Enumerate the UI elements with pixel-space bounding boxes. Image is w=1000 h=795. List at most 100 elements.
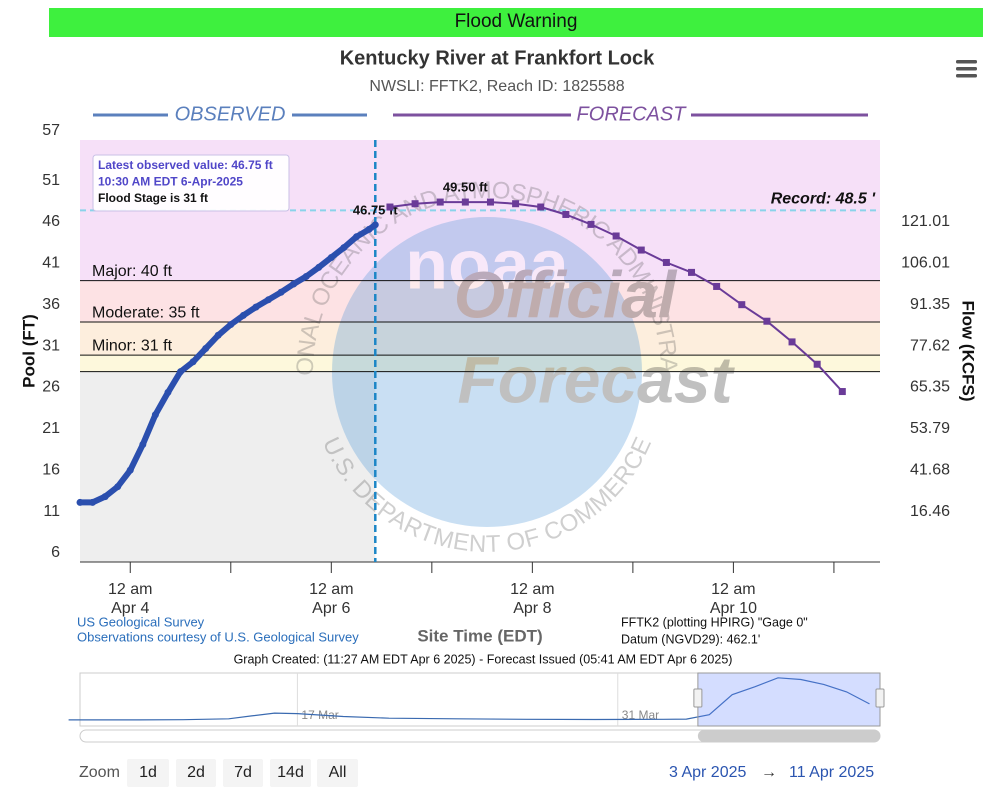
y-tick-label: 26: [42, 379, 60, 396]
legend: OBSERVED FORECAST: [93, 103, 868, 125]
navigator-handle[interactable]: [693, 688, 703, 708]
data-point: [371, 221, 379, 229]
range-to[interactable]: 11 Apr 2025: [789, 764, 874, 781]
tooltip-box: [92, 154, 290, 212]
data-point: [89, 498, 97, 506]
data-point: [838, 388, 846, 396]
tooltip-line: 10:30 AM EDT 6-Apr-2025: [98, 175, 243, 189]
data-point: [486, 198, 494, 206]
data-point: [302, 273, 310, 281]
y-tick-label: 46: [42, 213, 60, 230]
data-point: [202, 345, 210, 353]
data-point: [738, 301, 746, 309]
menu-bar: [956, 74, 977, 78]
y2-tick-label: 77.62: [910, 337, 950, 354]
data-point: [612, 232, 620, 240]
legend-label[interactable]: OBSERVED: [175, 103, 286, 125]
x-tick-label: Apr 4: [111, 600, 149, 617]
y-tick-label: 36: [42, 296, 60, 313]
banner: [49, 8, 983, 37]
range-arrow: →: [761, 764, 777, 781]
data-point: [315, 263, 323, 271]
data-point: [252, 303, 260, 311]
x-tick-label: 12 am: [510, 581, 554, 598]
y2-tick-label: 65.35: [910, 379, 950, 396]
data-point: [277, 288, 285, 296]
stage-band: [80, 280, 880, 323]
x-tick-label: Apr 8: [513, 600, 551, 617]
zoom-button[interactable]: [317, 759, 358, 787]
data-point: [512, 200, 520, 208]
y2-tick-label: 121.01: [901, 213, 950, 230]
data-point: [537, 203, 545, 211]
data-point: [214, 331, 222, 339]
data-point: [126, 466, 134, 474]
navigator-tick-label: 31 Mar: [622, 708, 659, 722]
data-point: [365, 225, 373, 233]
navigator[interactable]: 17 Mar 31 Mar: [68, 672, 885, 743]
y-tick-label: 57: [42, 122, 60, 139]
zoom-button[interactable]: [127, 759, 169, 787]
tooltip: Latest observed value: 46.75 ft 10:30 AM …: [92, 154, 290, 212]
data-point: [101, 493, 109, 501]
x-tick-label: Apr 6: [312, 600, 350, 617]
x-tick-label: 12 am: [711, 581, 755, 598]
y-tick-label: 16: [42, 461, 60, 478]
watermark-logo: noaa: [405, 225, 569, 303]
data-label: 49.50 ft: [443, 179, 488, 194]
record-label: Record: 48.5 ': [771, 191, 876, 208]
navigator-line: [68, 677, 870, 721]
menu-bar: [956, 60, 977, 64]
watermark-line: Official: [454, 257, 678, 331]
y-tick-label: 11: [43, 503, 60, 520]
data-point: [114, 483, 122, 491]
y-tick-label: 31: [42, 337, 60, 354]
zoom-label: Zoom: [79, 764, 120, 781]
data-point: [239, 311, 247, 319]
y-tick-label: 51: [42, 172, 60, 189]
data-point: [151, 411, 159, 419]
zoom-button[interactable]: [223, 759, 263, 787]
graph-created: Graph Created: (11:27 AM EDT Apr 6 2025)…: [234, 652, 733, 666]
y2-tick-label: 106.01: [901, 255, 950, 272]
zoom-button[interactable]: [270, 759, 311, 787]
navigator-frame: [79, 672, 881, 727]
credit[interactable]: Observations courtesy of U.S. Geological…: [77, 629, 359, 644]
data-point: [164, 388, 172, 396]
data-point: [662, 258, 670, 266]
zoom-button-label: 2d: [187, 764, 205, 781]
data-point: [763, 317, 771, 325]
x-tick-label: 12 am: [108, 581, 152, 598]
data-point: [340, 244, 348, 252]
data-point: [436, 198, 444, 206]
chart-subtitle: NWSLI: FFTK2, Reach ID: 1825588: [369, 78, 624, 95]
tooltip-line: Latest observed value: 46.75 ft: [98, 158, 273, 172]
stage-label: Moderate: 35 ft: [92, 304, 200, 321]
data-point: [587, 220, 595, 228]
watermark-line: Forecast: [457, 342, 735, 416]
x-tick-label: Apr 10: [710, 600, 757, 617]
data-point: [177, 368, 185, 376]
y2-tick-label: 53.79: [910, 420, 950, 437]
stage-band: [80, 355, 880, 372]
data-point: [411, 200, 419, 208]
scrollbar-thumb[interactable]: [697, 730, 880, 742]
y2-axis-label: Flow (KCFS): [959, 300, 978, 401]
zoom-button[interactable]: [176, 759, 216, 787]
data-point: [688, 268, 696, 276]
navigator-handle[interactable]: [875, 688, 885, 708]
legend-label[interactable]: FORECAST: [577, 103, 688, 125]
note: FFTK2 (plotting HPIRG) "Gage 0": [621, 615, 808, 629]
data-point: [352, 233, 360, 241]
note: Datum (NGVD29): 462.1': [621, 632, 760, 646]
range-from[interactable]: 3 Apr 2025: [669, 764, 747, 781]
menu-button[interactable]: [956, 60, 977, 78]
chart-title: Kentucky River at Frankfort Lock: [340, 47, 655, 69]
data-point: [386, 203, 394, 211]
tooltip-line: Flood Stage is 31 ft: [98, 191, 208, 205]
data-point: [264, 296, 272, 304]
data-point: [713, 282, 721, 290]
y-tick-label: 21: [42, 420, 60, 437]
credit[interactable]: US Geological Survey: [77, 614, 205, 629]
